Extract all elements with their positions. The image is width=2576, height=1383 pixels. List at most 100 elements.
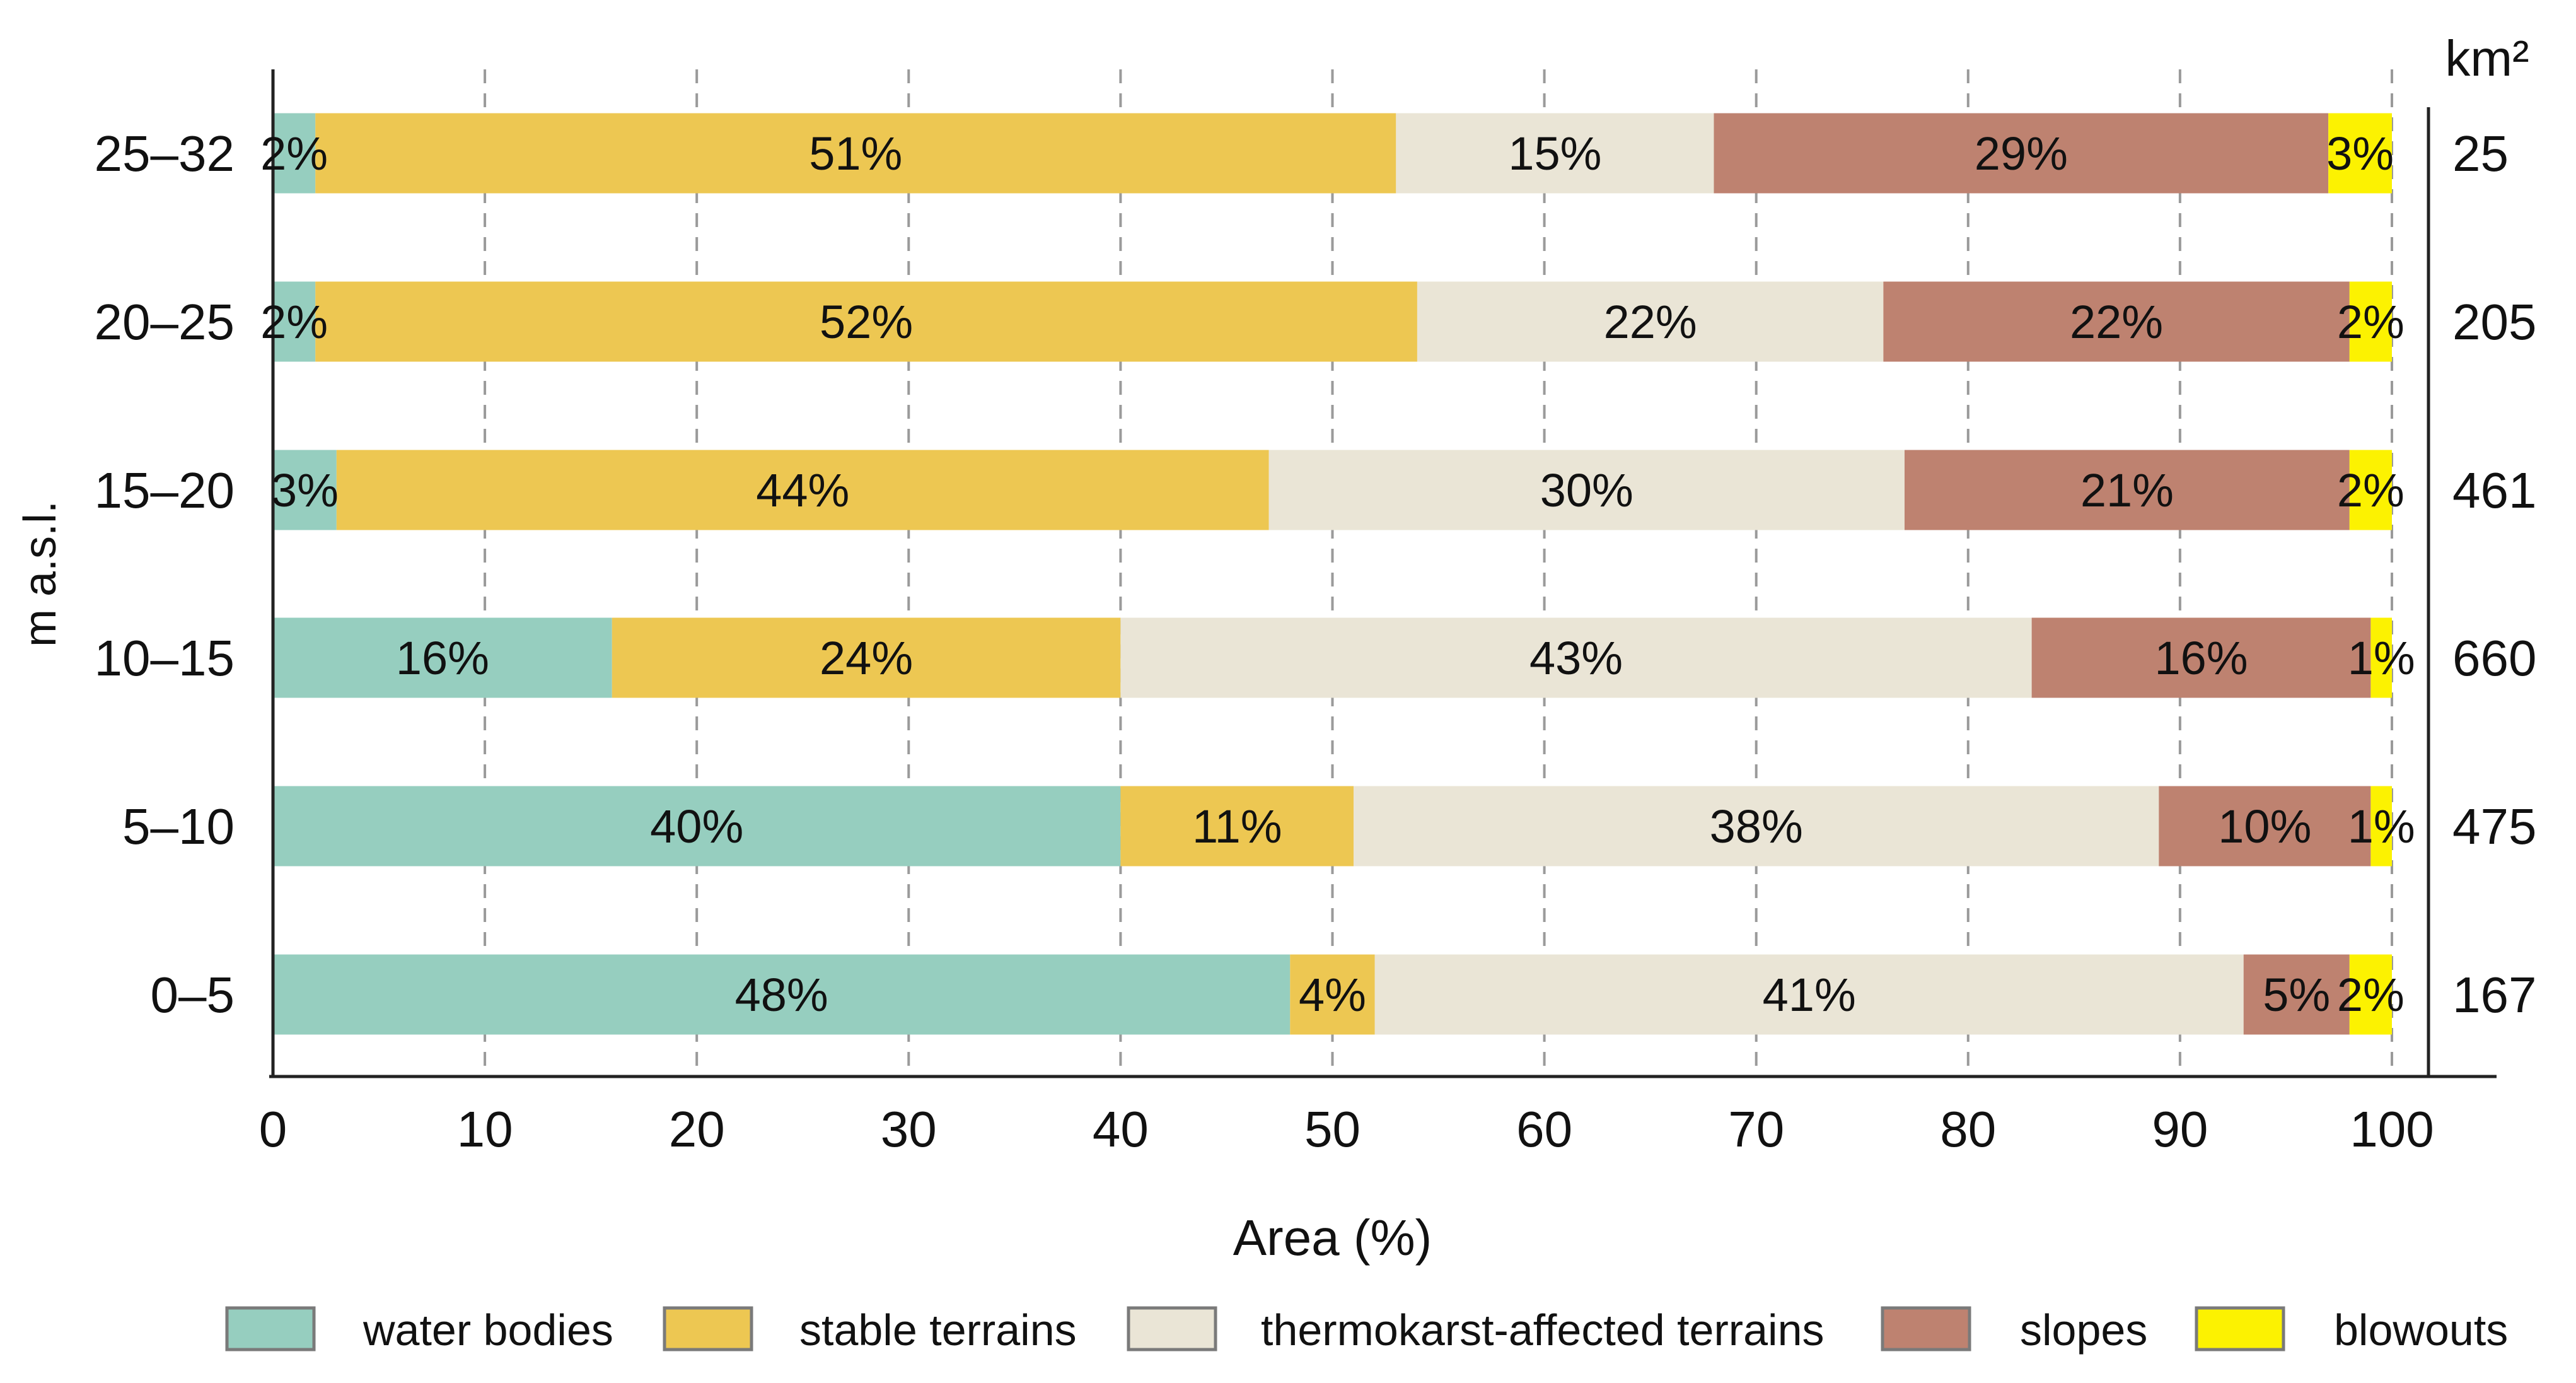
legend-label: slopes [2020, 1305, 2147, 1355]
bar-25–32-blowouts [2328, 113, 2392, 194]
area-value-label: 475 [2452, 798, 2536, 855]
bar-25–32-stable-terrains [315, 113, 1396, 194]
bar-20–25-thermokarst-affected-terrains [1417, 281, 1884, 362]
bar-value-label: 52% [820, 296, 913, 348]
bar-value-label: 44% [756, 464, 849, 516]
bar-10–15-blowouts [2370, 617, 2392, 698]
bar-0–5-blowouts [2349, 954, 2392, 1035]
bar-value-label: 3% [2326, 127, 2394, 180]
legend-label: blowouts [2334, 1305, 2508, 1355]
x-tick-label: 60 [1516, 1101, 1572, 1157]
x-tick-label: 20 [669, 1101, 725, 1157]
bar-5–10-stable-terrains [1120, 786, 1354, 867]
bar-value-label: 5% [2263, 969, 2330, 1021]
bar-value-label: 2% [260, 296, 328, 348]
bar-value-label: 4% [1299, 969, 1366, 1021]
bar-value-label: 48% [735, 969, 828, 1021]
bar-20–25-stable-terrains [315, 281, 1417, 362]
bar-15–20-stable-terrains [336, 450, 1269, 530]
category-label: 25–32 [95, 125, 235, 182]
bar-value-label: 41% [1763, 969, 1856, 1021]
bar-0–5-water-bodies [273, 954, 1291, 1035]
legend-label: water bodies [363, 1305, 613, 1355]
legend-swatch-blowouts [2195, 1306, 2285, 1351]
area-value-label: 461 [2452, 462, 2536, 518]
bar-15–20-blowouts [2349, 450, 2392, 530]
y-axis-title: m a.s.l. [15, 501, 66, 647]
bar-5–10-slopes [2159, 786, 2371, 867]
bar-value-label: 2% [2337, 969, 2405, 1021]
x-tick-label: 0 [259, 1101, 287, 1157]
x-tick-label: 30 [881, 1101, 937, 1157]
area-value-label: 205 [2452, 294, 2536, 350]
x-tick-label: 10 [457, 1101, 513, 1157]
bar-value-label: 2% [2337, 296, 2405, 348]
bar-value-label: 24% [820, 632, 913, 684]
bar-value-label: 22% [2070, 296, 2163, 348]
bar-value-label: 3% [271, 464, 339, 516]
x-tick-label: 90 [2152, 1101, 2208, 1157]
bar-value-label: 2% [260, 127, 328, 180]
bar-value-label: 29% [1975, 127, 2068, 180]
bar-value-label: 21% [2080, 464, 2174, 516]
bar-value-label: 51% [809, 127, 902, 180]
bar-value-label: 22% [1604, 296, 1697, 348]
bar-15–20-water-bodies [273, 450, 337, 530]
bars [273, 113, 2392, 1035]
legend: water bodies stable terrains thermokarst-a… [225, 1305, 2508, 1355]
bar-value-label: 38% [1710, 800, 1803, 853]
legend-swatch-slopes [1881, 1306, 1971, 1351]
bar-0–5-thermokarst-affected-terrains [1374, 954, 2244, 1035]
bar-value-label: 16% [396, 632, 489, 684]
bar-5–10-blowouts [2370, 786, 2392, 867]
legend-label: stable terrains [799, 1305, 1077, 1355]
bar-5–10-thermokarst-affected-terrains [1354, 786, 2159, 867]
x-tick-label: 70 [1728, 1101, 1784, 1157]
bar-value-label: 1% [2348, 800, 2415, 853]
bar-value-label: 40% [650, 800, 743, 853]
secondary-axis-title: km² [2445, 30, 2529, 86]
legend-swatch-thermokarst-affected-terrains [1127, 1306, 1217, 1351]
legend-label: thermokarst-affected terrains [1261, 1305, 1825, 1355]
category-label: 0–5 [151, 967, 235, 1023]
bar-value-label: 30% [1540, 464, 1633, 516]
x-tick-label: 80 [1940, 1101, 1996, 1157]
x-tick-label: 100 [2350, 1101, 2434, 1157]
x-tick-label: 50 [1304, 1101, 1361, 1157]
bar-value-label: 1% [2348, 632, 2415, 684]
bar-value-label: 43% [1529, 632, 1623, 684]
bar-value-label: 2% [2337, 464, 2405, 516]
bar-0–5-stable-terrains [1290, 954, 1375, 1035]
bar-10–15-stable-terrains [612, 617, 1121, 698]
bar-15–20-slopes [1904, 450, 2350, 530]
gridlines [484, 69, 2393, 1077]
category-label: 15–20 [95, 462, 235, 518]
bar-25–32-thermokarst-affected-terrains [1396, 113, 1714, 194]
category-label: 5–10 [122, 798, 235, 855]
bar-20–25-water-bodies [273, 281, 316, 362]
bar-10–15-water-bodies [273, 617, 612, 698]
axes [269, 69, 2497, 1078]
bar-value-label: 10% [2218, 800, 2311, 853]
legend-swatch-stable-terrains [663, 1306, 753, 1351]
x-tick-label: 40 [1093, 1101, 1149, 1157]
labels: 2% 51% 15% 29% 3% 25–32 25 2% 52% 22% 22% 2% 20–25 20… [15, 30, 2536, 1266]
area-value-label: 25 [2452, 125, 2509, 182]
bar-value-label: 16% [2154, 632, 2248, 684]
bar-25–32-slopes [1714, 113, 2329, 194]
bar-10–15-slopes [2031, 617, 2371, 698]
legend-swatch-water-bodies [225, 1306, 316, 1351]
bar-value-label: 15% [1508, 127, 1601, 180]
bar-10–15-thermokarst-affected-terrains [1120, 617, 2032, 698]
bar-20–25-blowouts [2349, 281, 2392, 362]
bar-0–5-slopes [2243, 954, 2350, 1035]
bar-25–32-water-bodies [273, 113, 316, 194]
bar-15–20-thermokarst-affected-terrains [1268, 450, 1905, 530]
bar-5–10-water-bodies [273, 786, 1121, 867]
category-label: 10–15 [95, 630, 235, 686]
area-value-label: 660 [2452, 630, 2536, 686]
bar-value-label: 11% [1192, 800, 1282, 853]
bar-20–25-slopes [1883, 281, 2350, 362]
